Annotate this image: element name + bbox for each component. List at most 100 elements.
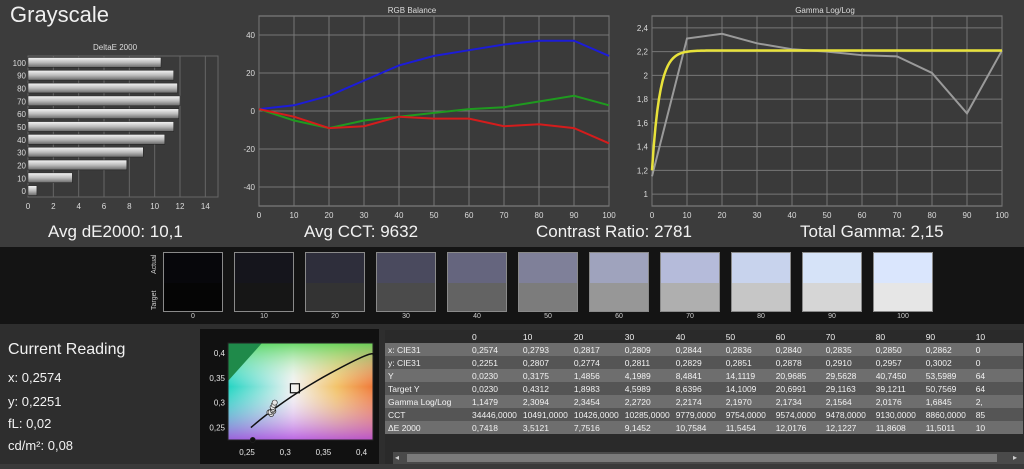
deltae-bar (27, 82, 178, 94)
rgb-x-tick: 30 (360, 211, 369, 220)
swatch-row-labels: Actual Target (151, 254, 158, 310)
swatch-90 (802, 252, 862, 312)
swatch-80 (731, 252, 791, 312)
table-cell: 14,1009 (722, 382, 773, 395)
deltae-bar (27, 121, 174, 132)
table-cell: 9779,0000 (672, 408, 723, 421)
table-cell: 9574,0000 (772, 408, 823, 421)
deltae-bar (27, 57, 162, 68)
deltae-bar (27, 70, 174, 81)
table-cell: 0,2957 (872, 356, 923, 369)
table-cell: 10426,0000 (570, 408, 622, 421)
deltae-bar (27, 108, 179, 119)
table-cell: 34446,0000 (469, 408, 520, 421)
table-cell: 0,2844 (672, 343, 723, 356)
scrollbar-thumb[interactable] (407, 454, 997, 462)
swatch-label: 70 (686, 313, 694, 320)
target-whitepoint (289, 383, 301, 394)
deltae-bar (27, 159, 128, 171)
table-cell: 8,4841 (672, 369, 723, 382)
cie-y-tick: 0,3 (214, 399, 226, 408)
swatch-target (590, 283, 648, 311)
table-cell: 9,1452 (621, 421, 673, 434)
table-cell: 3,5121 (519, 421, 571, 434)
gamma-x-tick: 20 (718, 211, 727, 220)
table-cell: 0,4312 (519, 382, 571, 395)
table-cell: 1,1479 (469, 395, 520, 408)
table-cell: 8860,0000 (922, 408, 973, 421)
swatch-70 (660, 252, 720, 312)
swatch-target (732, 283, 790, 311)
rgb-x-tick: 100 (602, 211, 616, 220)
table-cell: 0 (972, 343, 1023, 356)
gamma-y-tick: 1,8 (637, 95, 649, 104)
deltae-x-tick: 12 (176, 202, 185, 211)
table-cell: 0,2574 (469, 343, 520, 356)
table-cell: 1,4856 (570, 369, 622, 382)
table-cell: 0,2251 (469, 356, 520, 369)
scroll-left-icon[interactable]: ◂ (395, 453, 400, 462)
contrast-ratio-metric: Contrast Ratio: 2781 (536, 222, 692, 241)
swatch-target (874, 283, 932, 311)
swatch-40 (447, 252, 507, 312)
scroll-right-icon[interactable]: ▸ (1013, 453, 1018, 462)
rgb-x-tick: 50 (430, 211, 439, 220)
gamma-x-tick: 60 (858, 211, 867, 220)
cie-x-tick: 0,35 (316, 448, 332, 457)
swatch-actual (519, 253, 577, 283)
gamma-chart: Gamma Log/Log 0 10 20 30 40 50 60 70 80 90 100 2,4 2… (637, 6, 1009, 220)
gamma-x-tick: 50 (823, 211, 832, 220)
deltae-y-tick: 50 (17, 123, 26, 132)
table-cell: 0,2793 (519, 343, 571, 356)
deltae-bar (27, 185, 38, 196)
rgb-x-tick: 80 (535, 211, 544, 220)
cie-green-corner (228, 343, 262, 381)
column-header: 80 (872, 330, 923, 343)
column-header: 70 (822, 330, 873, 343)
table-cell: 0,2835 (822, 343, 873, 356)
rgb-y-tick: 0 (251, 107, 256, 116)
column-header: 40 (672, 330, 723, 343)
column-header: 90 (922, 330, 973, 343)
gamma-x-tick: 90 (963, 211, 972, 220)
swatch-label: 40 (473, 313, 481, 320)
rgb-series-line (258, 94, 610, 130)
swatch-actual (448, 253, 506, 283)
swatch-60 (589, 252, 649, 312)
row-header: x: CIE31 (385, 343, 469, 356)
deltae-y-tick: 0 (22, 187, 27, 196)
avg-cct-metric: Avg CCT: 9632 (304, 222, 419, 241)
page-title: Grayscale (10, 2, 110, 27)
cie-y-tick: 0,35 (209, 374, 225, 383)
row-header: CCT (385, 408, 469, 421)
column-header: 0 (469, 330, 520, 343)
table-cell: 8,6396 (672, 382, 723, 395)
table-cell: 10,7584 (672, 421, 723, 434)
deltae-x-tick: 6 (102, 202, 107, 211)
table-cell: 0,2829 (672, 356, 723, 369)
column-header: 30 (621, 330, 673, 343)
deltae-x-tick: 8 (127, 202, 132, 211)
table-horizontal-scrollbar[interactable]: ◂ ▸ (393, 452, 1024, 464)
table-cell: 2,1564 (822, 395, 873, 408)
deltae-y-tick: 30 (17, 149, 26, 158)
measurement-table: 0 10 20 30 40 50 60 70 80 90 10 x: CIE31 0,2574 0,27… (385, 330, 1023, 434)
rgb-series-line (258, 39, 610, 111)
table-cell: 0,3002 (922, 356, 973, 369)
rgb-series-line (258, 108, 610, 145)
swatch-target (448, 283, 506, 311)
column-header: 20 (570, 330, 622, 343)
gamma-x-tick: 0 (650, 211, 655, 220)
table-cell: 1,6845 (922, 395, 973, 408)
swatch-actual (874, 253, 932, 283)
table-cell: 9478,0000 (822, 408, 873, 421)
gamma-y-tick: 1,4 (637, 143, 649, 152)
table-cell: 0,2878 (772, 356, 823, 369)
table-cell: 14,1119 (722, 369, 773, 382)
rgb-y-tick: -20 (243, 145, 255, 154)
cie-measured-point (271, 399, 278, 406)
target-row-label: Target (151, 290, 158, 310)
table-cell: 0,0230 (469, 369, 520, 382)
cie-x-tick: 0,25 (239, 448, 255, 457)
reading-fl: fL: 0,02 (8, 416, 52, 431)
